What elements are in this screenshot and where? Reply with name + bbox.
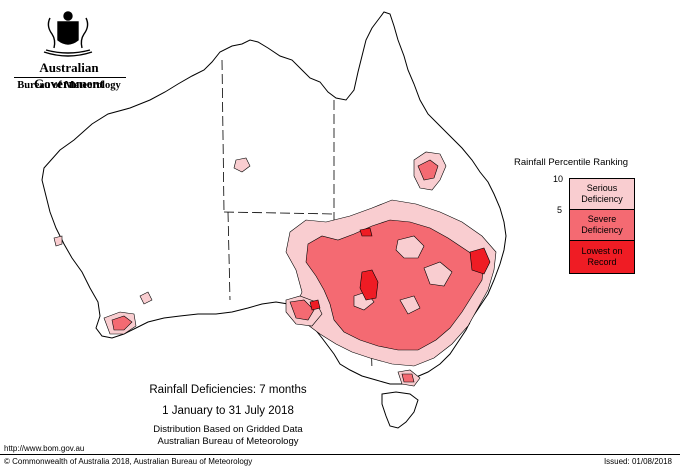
legend-severe-deficiency: Severe Deficiency [569,209,635,241]
map-period: 1 January to 31 July 2018 [162,405,294,417]
tasmania-outline [381,391,419,429]
website-link[interactable]: http://www.bom.gov.au [4,444,85,453]
legend-tick-10: 10 [553,174,564,184]
legend-label: Serious [586,183,618,193]
map-source: Australian Bureau of Meteorology [157,436,299,447]
map-title: Rainfall Deficiencies: 7 months [149,384,307,396]
legend-label: Deficiency [581,194,623,204]
legend-label: Deficiency [581,225,623,235]
legend-title: Rainfall Percentile Ranking [514,157,629,168]
legend-serious-deficiency: Serious Deficiency [569,178,635,210]
footer-divider [0,454,680,455]
header-divider [14,77,126,78]
severe-deficiency-areas [111,159,485,383]
legend-lowest-on-record: Lowest on Record [569,240,635,274]
government-title: Australian Government [33,60,105,91]
legend-label: Severe [587,214,617,224]
legend-tick-5: 5 [557,205,563,215]
map-method: Distribution Based on Gridded Data [153,424,303,435]
copyright-notice: © Commonwealth of Australia 2018, Austra… [4,457,253,466]
record-low-areas [309,227,491,311]
issued-date: Issued: 01/08/2018 [603,457,672,466]
legend-label: Record [587,257,617,267]
coat-of-arms-icon [43,11,93,57]
bureau-title: Bureau of Meteorology [17,80,121,91]
legend-label: Lowest on [581,246,623,256]
